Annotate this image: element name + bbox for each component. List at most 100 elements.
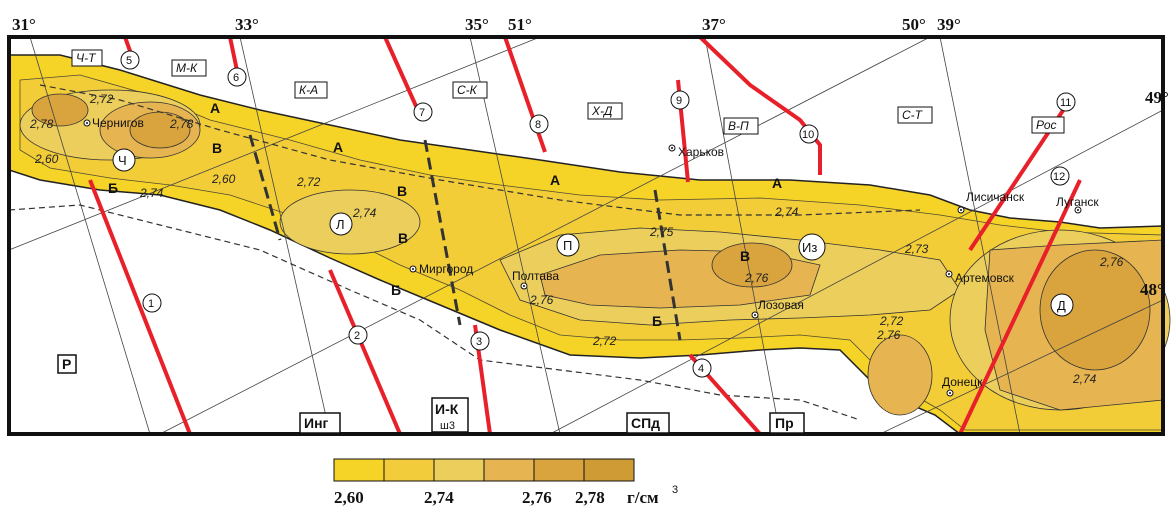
- svg-text:Миргород: Миргород: [419, 262, 473, 276]
- fault-4: 4: [692, 358, 712, 378]
- svg-text:Л: Л: [336, 217, 345, 232]
- svg-text:Артемовск: Артемовск: [955, 271, 1015, 285]
- zone-v-3: В: [398, 230, 408, 246]
- svg-text:Ч: Ч: [118, 153, 127, 168]
- svg-text:2,60: 2,60: [211, 172, 236, 186]
- fault-9: 9: [670, 90, 690, 110]
- city-donetsk: Донецк: [942, 375, 983, 397]
- circle-l: Л: [329, 212, 353, 236]
- legend-swatch-1: [333, 458, 385, 482]
- block-ik-sub: ш3: [440, 420, 455, 432]
- svg-text:Лисичанск: Лисичанск: [966, 190, 1025, 204]
- svg-text:2,72: 2,72: [89, 92, 114, 106]
- region-ros: Рос: [1036, 118, 1057, 132]
- fault-10: 10: [799, 124, 819, 144]
- svg-text:Донецк: Донецк: [942, 375, 983, 389]
- legend-label-274: 2,74: [424, 488, 454, 507]
- lon-39: 39°: [937, 15, 961, 34]
- svg-text:11: 11: [1060, 97, 1071, 109]
- zone-v-4: В: [740, 248, 750, 264]
- zone-a-3: А: [550, 172, 560, 188]
- svg-text:2,76: 2,76: [744, 271, 769, 285]
- svg-text:9: 9: [676, 95, 682, 107]
- zone-v-1: В: [212, 140, 222, 156]
- svg-text:12: 12: [1053, 171, 1065, 183]
- circle-ch: Ч: [112, 148, 136, 172]
- svg-text:2,76: 2,76: [876, 328, 901, 342]
- lat-48: 48°: [1140, 280, 1164, 299]
- legend-swatch-3: [433, 458, 485, 482]
- zone-278-west: [31, 93, 89, 127]
- block-ik: И-К: [435, 401, 459, 417]
- fault-11: 11: [1056, 92, 1076, 112]
- city-lozovaya: Лозовая: [751, 298, 804, 319]
- svg-text:П: П: [563, 238, 572, 253]
- legend-swatch-4: [483, 458, 535, 482]
- block-ing: Инг: [304, 415, 329, 431]
- zone-276-south: [867, 334, 933, 416]
- fault-2: 2: [348, 325, 368, 345]
- svg-text:7: 7: [419, 107, 425, 119]
- svg-text:2,72: 2,72: [879, 314, 904, 328]
- dashed-lines: [8, 84, 921, 421]
- svg-text:2,72: 2,72: [592, 334, 617, 348]
- legend: 2,60 2,74 2,76 2,78 г/см 3: [333, 458, 678, 507]
- contour-labels: 2,72 2,78 2,78 2,60 2,74 2,60 2,72 2,74 …: [29, 92, 1124, 386]
- legend-label-278: 2,78: [575, 488, 605, 507]
- region-kh-d: Х-Д: [591, 104, 613, 118]
- fault-1: 1: [142, 293, 162, 313]
- city-kharkov: Харьков: [668, 144, 724, 159]
- legend-swatch-5: [533, 458, 585, 482]
- city-mirgorod: Миргород: [409, 262, 473, 276]
- thick-dashed-lines: [248, 134, 682, 341]
- circle-d: Д: [1050, 293, 1074, 317]
- legend-label-276: 2,76: [522, 488, 552, 507]
- city-lisichansk: Лисичанск: [957, 190, 1025, 214]
- svg-text:2: 2: [354, 330, 360, 342]
- city-poltava: Полтава: [512, 269, 559, 290]
- cities: Чернигов Харьков Миргород Полтава Лозова…: [83, 116, 1099, 397]
- region-s-k: С-К: [457, 83, 478, 97]
- svg-text:2,78: 2,78: [29, 117, 54, 131]
- svg-text:2,76: 2,76: [529, 293, 554, 307]
- fault-5: 5: [120, 50, 140, 70]
- zone-278-donbas: [1039, 249, 1151, 371]
- circle-p: П: [556, 233, 580, 257]
- lon-35: 35°: [465, 15, 489, 34]
- legend-unit: г/см: [627, 488, 659, 507]
- svg-text:Лозовая: Лозовая: [758, 298, 804, 312]
- svg-text:2,76: 2,76: [1099, 255, 1124, 269]
- block-spd: СПд: [631, 415, 660, 431]
- region-m-k: М-К: [176, 61, 198, 75]
- map-border: [7, 35, 1165, 436]
- circle-iz: Из: [798, 233, 826, 261]
- lat-51: 51°: [508, 15, 532, 34]
- zone-v-2: В: [397, 183, 407, 199]
- block-labels: Р Инг И-К ш3 СПд Пр: [57, 354, 805, 434]
- region-labels: Ч-Т М-К К-А С-К Х-Д В-П С-Т Рос: [71, 49, 1065, 135]
- circle-labels: Ч Л П Из Д: [112, 148, 1074, 317]
- legend-swatch-6: [583, 458, 635, 482]
- legend-label-260: 2,60: [334, 488, 364, 507]
- city-artemovsk: Артемовск: [945, 270, 1015, 285]
- svg-text:2,60: 2,60: [34, 152, 59, 166]
- svg-text:2,73: 2,73: [904, 242, 929, 256]
- svg-text:2,74: 2,74: [1072, 372, 1097, 386]
- svg-text:2,72: 2,72: [296, 175, 321, 189]
- region-k-a: К-А: [299, 83, 318, 97]
- fault-6: 6: [227, 67, 247, 87]
- legend-unit-sup: 3: [672, 484, 678, 496]
- block-pr: Пр: [775, 415, 794, 431]
- svg-text:2,74: 2,74: [774, 205, 799, 219]
- region-v-p: В-П: [728, 119, 749, 133]
- lat-49: 49°: [1145, 88, 1169, 107]
- svg-text:1: 1: [148, 298, 154, 310]
- fault-12: 12: [1050, 166, 1070, 186]
- svg-text:Чернигов: Чернигов: [92, 116, 144, 130]
- svg-text:Д: Д: [1057, 298, 1066, 313]
- svg-text:4: 4: [698, 363, 704, 375]
- svg-text:10: 10: [802, 129, 814, 141]
- city-chernigov: Чернигов: [83, 116, 144, 130]
- zone-letters: А А А А В В В В Б Б Б: [108, 100, 782, 329]
